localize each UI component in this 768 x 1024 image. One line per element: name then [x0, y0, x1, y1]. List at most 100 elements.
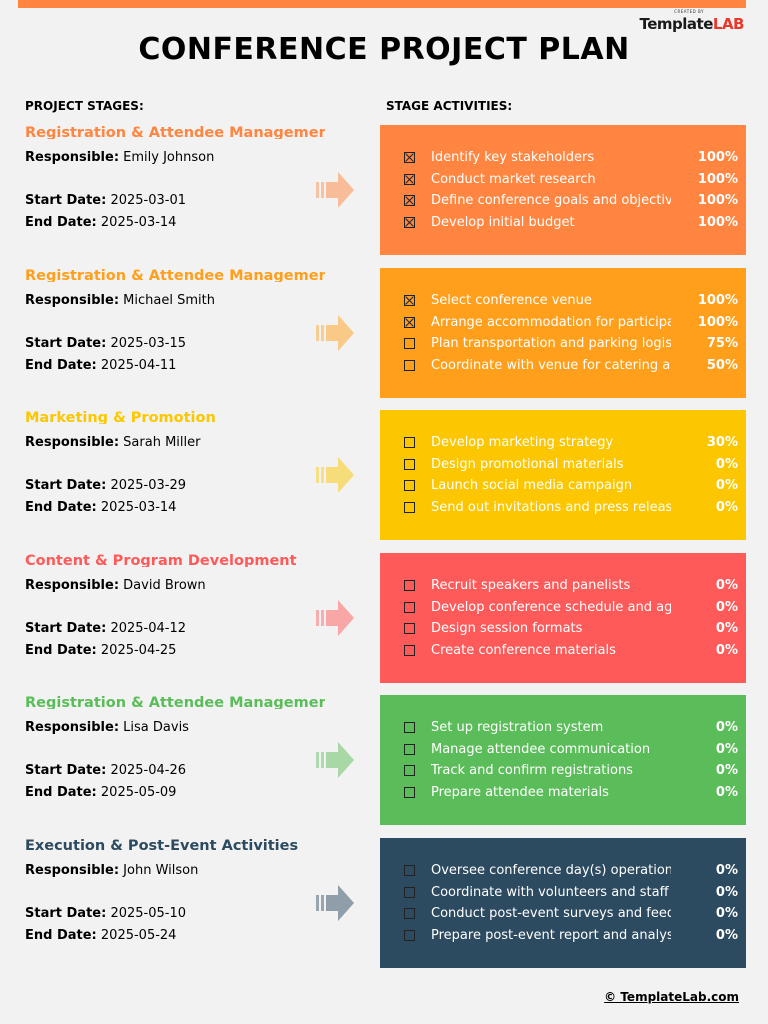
- activity-row: Manage attendee communication 0%: [380, 742, 746, 758]
- activity-percent: 100%: [697, 293, 738, 308]
- activity-checkbox[interactable]: [404, 316, 415, 328]
- activity-row: Prepare attendee materials 0%: [380, 785, 746, 801]
- stage-activities-box: Oversee conference day(s) operations 0% Co…: [380, 838, 746, 968]
- activity-checkbox[interactable]: [404, 152, 415, 163]
- activity-text: Select conference venue: [431, 293, 592, 308]
- activity-checkbox[interactable]: [404, 908, 415, 919]
- activity-row: Plan transportation and parking logistic…: [380, 336, 746, 352]
- activity-row: Set up registration system 0%: [380, 720, 746, 736]
- arrow-right-icon: [316, 171, 356, 209]
- activity-text: Send out invitations and press releases: [431, 499, 671, 515]
- start-date-label: Start Date:: [25, 621, 107, 636]
- stage-start-date: Start Date: 2025-03-29: [25, 478, 186, 493]
- activity-text: Coordinate with venue for catering and A…: [431, 357, 671, 373]
- activity-checkbox[interactable]: [404, 580, 415, 591]
- activity-row: Send out invitations and press releases 0…: [380, 500, 746, 516]
- activity-percent: 0%: [715, 784, 738, 800]
- responsible-value: Lisa Davis: [123, 720, 189, 735]
- activity-text: Identify key stakeholders: [431, 150, 595, 165]
- activity-checkbox[interactable]: [404, 644, 415, 656]
- activity-text: Develop initial budget: [431, 214, 575, 230]
- logo-small-text: CREATED BY: [674, 9, 704, 14]
- footer-copyright[interactable]: © TemplateLab.com: [604, 990, 739, 1004]
- activity-checkbox[interactable]: [404, 786, 415, 798]
- start-date-label: Start Date:: [25, 478, 107, 493]
- stage-start-date: Start Date: 2025-04-12: [25, 621, 186, 636]
- stage-end-date: End Date: 2025-05-24: [25, 928, 176, 943]
- activity-row: Develop initial budget 100%: [380, 215, 746, 231]
- activity-text: Define conference goals and objectives: [431, 193, 671, 208]
- stage-activities-box: Select conference venue 100% Arrange accom…: [380, 268, 746, 398]
- activity-checkbox[interactable]: [404, 743, 415, 755]
- activity-checkbox[interactable]: [404, 601, 415, 613]
- activity-row: Develop conference schedule and agenda 0%: [380, 600, 746, 616]
- activity-percent: 50%: [706, 357, 738, 373]
- stage-activities-box: Identify key stakeholders 100% Conduct mar…: [380, 125, 746, 255]
- end-date-value: 2025-03-14: [100, 500, 177, 515]
- activity-checkbox[interactable]: [404, 359, 415, 371]
- activity-checkbox[interactable]: [404, 623, 415, 634]
- activity-percent: 0%: [715, 927, 738, 943]
- activity-checkbox[interactable]: [404, 765, 415, 776]
- activity-checkbox[interactable]: [404, 195, 415, 206]
- activity-checkbox[interactable]: [404, 295, 415, 306]
- activity-checkbox[interactable]: [404, 929, 415, 941]
- activity-checkbox[interactable]: [404, 338, 415, 349]
- activity-text: Prepare attendee materials: [431, 784, 609, 800]
- end-date-value: 2025-05-24: [100, 928, 177, 943]
- activity-text: Plan transportation and parking logistic…: [431, 336, 671, 351]
- activity-checkbox[interactable]: [404, 216, 415, 228]
- stage-end-date: End Date: 2025-04-25: [25, 643, 176, 658]
- responsible-label: Responsible:: [25, 150, 120, 165]
- stage-name: Registration & Attendee Management: [25, 268, 325, 282]
- activity-text: Conduct market research: [431, 171, 596, 187]
- activity-percent: 0%: [715, 456, 738, 472]
- activity-checkbox[interactable]: [404, 865, 415, 876]
- activity-text: Launch social media campaign: [431, 478, 633, 493]
- activity-checkbox[interactable]: [404, 458, 415, 470]
- activity-text: Develop marketing strategy: [431, 435, 614, 450]
- responsible-value: Emily Johnson: [123, 150, 215, 165]
- end-date-value: 2025-03-14: [100, 215, 177, 230]
- activity-row: Design session formats 0%: [380, 621, 746, 637]
- end-date-value: 2025-05-09: [100, 785, 177, 800]
- activity-checkbox[interactable]: [404, 480, 415, 491]
- activity-row: Define conference goals and objectives 10…: [380, 193, 746, 209]
- activity-row: Select conference venue 100%: [380, 293, 746, 309]
- activity-row: Coordinate with volunteers and staff 0%: [380, 885, 746, 901]
- activity-checkbox[interactable]: [404, 886, 415, 898]
- responsible-label: Responsible:: [25, 863, 120, 878]
- stage-name: Content & Program Development: [25, 553, 297, 567]
- stage-info: Registration & Attendee Management Respon…: [25, 125, 325, 230]
- stage-responsible: Responsible: Michael Smith: [25, 293, 215, 308]
- activity-text: Design promotional materials: [431, 456, 624, 472]
- activity-percent: 75%: [706, 336, 738, 351]
- activity-checkbox[interactable]: [404, 437, 415, 448]
- activity-checkbox[interactable]: [404, 501, 415, 513]
- activity-checkbox[interactable]: [404, 173, 415, 185]
- activity-text: Coordinate with volunteers and staff: [431, 884, 669, 900]
- activity-row: Conduct market research 100%: [380, 172, 746, 188]
- stage-end-date: End Date: 2025-03-14: [25, 215, 176, 230]
- stage-activities-box: Set up registration system 0% Manage atten…: [380, 695, 746, 825]
- stage-info: Registration & Attendee Management Respon…: [25, 268, 325, 373]
- stage-info: Content & Program Development Responsible…: [25, 553, 325, 658]
- activity-text: Track and confirm registrations: [431, 763, 633, 778]
- activity-row: Identify key stakeholders 100%: [380, 150, 746, 166]
- activity-row: Oversee conference day(s) operations 0%: [380, 863, 746, 879]
- activity-text: Design session formats: [431, 621, 583, 636]
- end-date-value: 2025-04-11: [100, 358, 177, 373]
- arrow-right-icon: [316, 599, 356, 637]
- activity-percent: 0%: [715, 599, 738, 615]
- activity-percent: 100%: [697, 193, 738, 208]
- activity-row: Design promotional materials 0%: [380, 457, 746, 473]
- arrow-right-icon: [316, 314, 356, 352]
- activity-checkbox[interactable]: [404, 722, 415, 733]
- stage-name: Registration & Attendee Management: [25, 695, 325, 709]
- activity-row: Prepare post-event report and analysis 0%: [380, 928, 746, 944]
- activity-percent: 0%: [715, 499, 738, 515]
- activity-row: Coordinate with venue for catering and A…: [380, 358, 746, 374]
- responsible-value: Sarah Miller: [123, 435, 201, 450]
- activity-percent: 30%: [706, 435, 738, 450]
- activity-row: Conduct post-event surveys and feedback 0…: [380, 906, 746, 922]
